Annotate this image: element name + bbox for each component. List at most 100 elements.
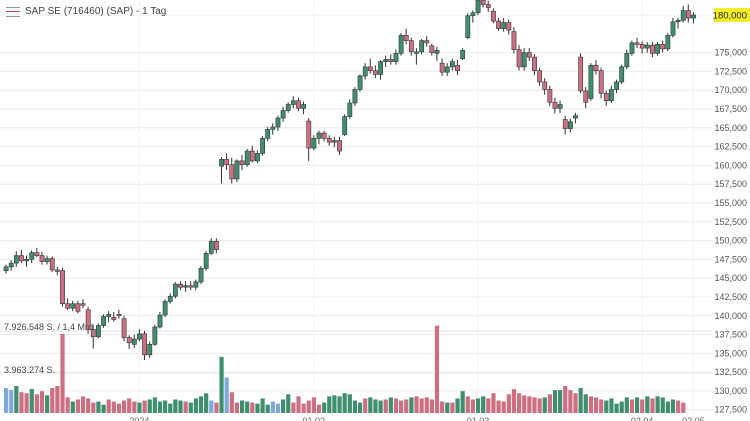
candle xyxy=(229,157,235,184)
volume-bar xyxy=(532,397,537,413)
candle xyxy=(75,300,81,314)
volume-bar xyxy=(599,399,604,413)
candle xyxy=(470,10,476,23)
volume-bar xyxy=(239,400,245,413)
candle xyxy=(542,78,548,95)
volume-bar xyxy=(650,398,655,413)
volume-bar xyxy=(460,391,465,413)
candle xyxy=(588,63,594,101)
candle xyxy=(680,6,686,23)
candle xyxy=(619,64,625,85)
volume-bar xyxy=(676,400,681,413)
candle xyxy=(332,136,337,148)
volume-bar xyxy=(24,393,29,413)
price-badge-text: 180,000 xyxy=(713,11,747,22)
volume-bar xyxy=(55,385,60,413)
last-price-badge: 180,000 xyxy=(713,8,750,23)
volume-bar xyxy=(583,394,588,413)
candle xyxy=(501,18,507,32)
volume-bar xyxy=(322,402,327,413)
volume-bar xyxy=(301,403,306,413)
candle xyxy=(188,281,194,291)
candle xyxy=(208,238,214,255)
candle xyxy=(147,341,153,358)
candle xyxy=(265,127,271,142)
volume-bar xyxy=(558,390,563,413)
candle xyxy=(629,40,635,56)
volume-bar xyxy=(640,399,645,413)
volume-bar xyxy=(511,389,517,413)
candle xyxy=(65,298,71,310)
chart-type-icon[interactable] xyxy=(6,6,20,17)
x-axis: 2024 01.02 01.03 02.04 02.05 xyxy=(129,416,704,421)
y-tick-label: 172,500 xyxy=(714,66,747,76)
candle xyxy=(178,281,183,291)
volume-bar xyxy=(491,393,496,413)
candle xyxy=(414,48,419,65)
candle xyxy=(3,264,9,274)
volume-bar xyxy=(409,397,414,413)
volume-bar xyxy=(629,399,635,413)
volume-bar xyxy=(316,404,322,413)
candle xyxy=(8,260,14,271)
candle xyxy=(567,118,573,133)
volume-bar xyxy=(142,400,147,413)
candle xyxy=(183,281,189,292)
candle xyxy=(193,279,199,291)
candle xyxy=(101,314,106,328)
volume-bar xyxy=(229,392,234,413)
volume-bar xyxy=(363,398,368,413)
candle xyxy=(306,118,312,161)
candle xyxy=(13,251,19,267)
candle xyxy=(609,85,614,103)
volume-bar xyxy=(70,401,75,413)
candle xyxy=(203,251,209,271)
volume-bar xyxy=(91,402,96,413)
candle xyxy=(650,42,655,58)
volume-bar xyxy=(537,398,542,413)
y-tick-label: 170,000 xyxy=(714,85,747,95)
volume-bar xyxy=(614,403,619,413)
candle xyxy=(455,60,460,76)
candle xyxy=(660,40,666,53)
y-axis: 127,500 130,000 132,500 135,000 137,500 140,0… xyxy=(714,10,747,415)
volume-bar xyxy=(224,377,229,413)
candle xyxy=(116,309,122,319)
candle xyxy=(290,96,296,109)
candle xyxy=(644,42,650,53)
volume-bar xyxy=(34,394,39,413)
candle xyxy=(34,248,40,258)
candle xyxy=(506,19,512,35)
volume-bar xyxy=(45,395,50,413)
candle xyxy=(634,37,640,49)
x-tick-label: 02.05 xyxy=(682,416,705,421)
candle xyxy=(49,256,55,273)
volume-bar xyxy=(655,396,660,413)
y-tick-label: 150,000 xyxy=(714,236,747,246)
volume-bar xyxy=(470,399,476,413)
volume-bar xyxy=(404,399,409,413)
volume-bar xyxy=(501,401,506,413)
candle xyxy=(337,136,342,155)
candle xyxy=(244,148,250,167)
y-tick-label: 162,500 xyxy=(714,142,747,152)
volume-bar xyxy=(265,404,270,413)
y-tick-label: 127,500 xyxy=(714,405,747,415)
candle xyxy=(275,115,281,131)
candle xyxy=(475,0,481,16)
volume-bar xyxy=(101,404,106,413)
candle xyxy=(342,114,348,137)
volume-bar xyxy=(260,398,265,413)
y-tick-label: 132,500 xyxy=(714,367,747,377)
volume-bar xyxy=(465,396,470,413)
volume-bar xyxy=(619,401,624,413)
candle xyxy=(270,123,276,135)
candle xyxy=(521,48,527,71)
volume-bar xyxy=(327,396,332,413)
volume-bar xyxy=(481,396,486,413)
volume-bar xyxy=(245,401,250,413)
volume-bar xyxy=(552,390,558,413)
candle xyxy=(157,311,163,329)
volume-bar xyxy=(157,401,163,413)
x-tick-label: 01.03 xyxy=(467,416,490,421)
